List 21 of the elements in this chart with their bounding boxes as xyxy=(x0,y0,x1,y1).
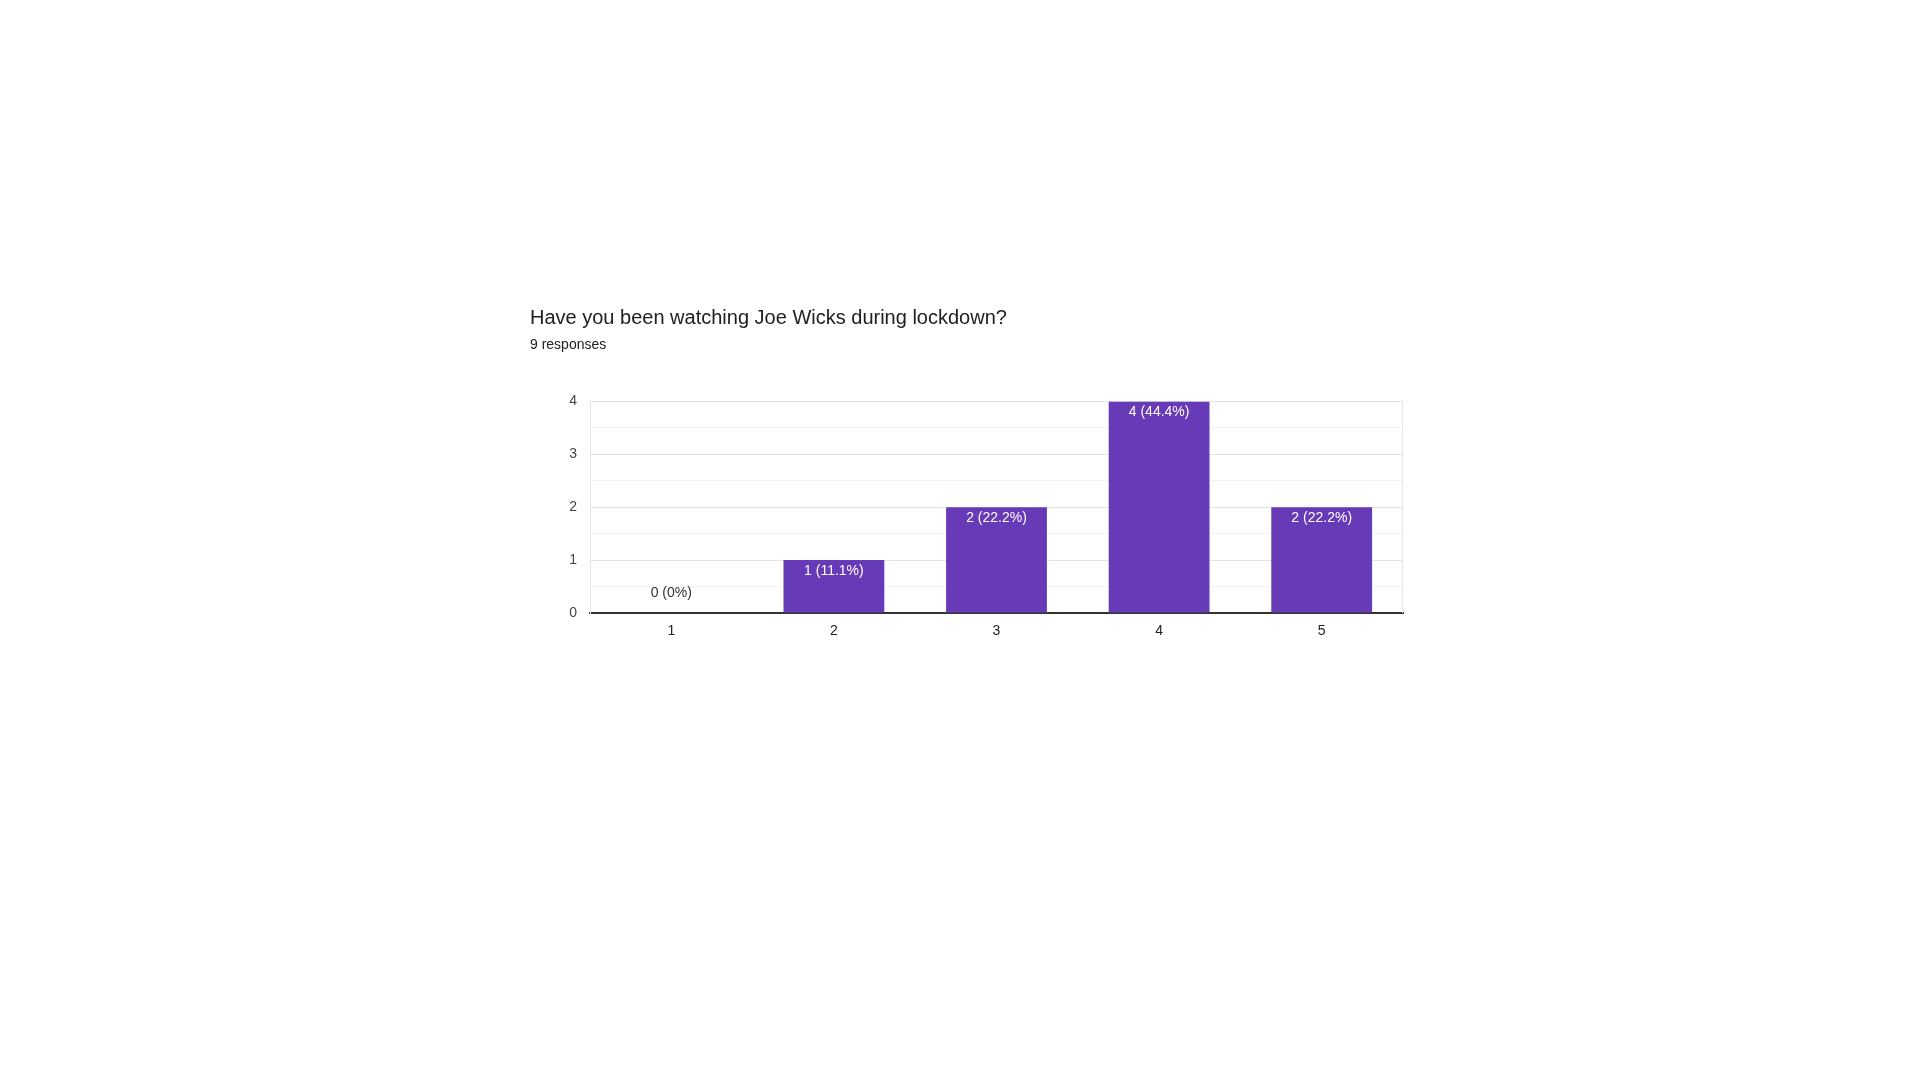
data-label: 2 (22.2%) xyxy=(966,509,1027,526)
y-tick-label: 4 xyxy=(569,392,578,409)
y-tick-label: 3 xyxy=(569,445,578,462)
data-label: 4 (44.4%) xyxy=(1128,403,1190,420)
bar xyxy=(783,560,885,613)
x-tick-label: 1 xyxy=(667,622,676,639)
bar xyxy=(1108,401,1210,613)
chart-subtitle: 9 responses xyxy=(530,336,607,352)
x-tick-label: 4 xyxy=(1155,622,1164,639)
y-tick-label: 0 xyxy=(569,603,578,620)
bar xyxy=(1271,507,1373,613)
data-label: 2 (22.2%) xyxy=(1291,509,1353,526)
data-label: 1 (11.1%) xyxy=(804,561,864,578)
data-label: 0 (0%) xyxy=(650,583,692,600)
y-tick-label: 2 xyxy=(569,498,578,515)
x-tick-label: 3 xyxy=(992,622,1001,639)
chart-title: Have you been watching Joe Wicks during lockdown? xyxy=(530,306,1007,329)
x-tick-label: 2 xyxy=(830,622,838,639)
x-tick-label: 5 xyxy=(1317,622,1326,639)
y-tick-label: 1 xyxy=(569,550,578,567)
bar xyxy=(946,507,1047,613)
